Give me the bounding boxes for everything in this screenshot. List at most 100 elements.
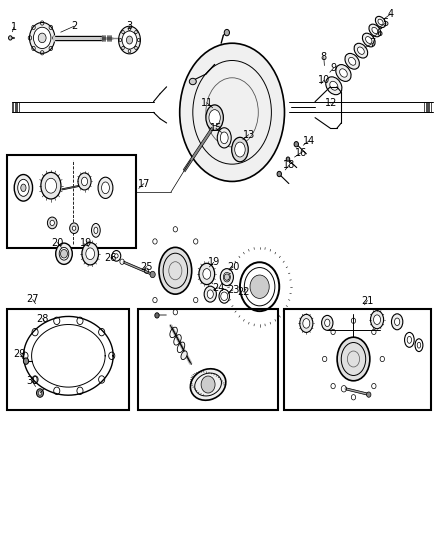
Ellipse shape	[94, 227, 98, 233]
Ellipse shape	[203, 269, 211, 279]
Circle shape	[60, 249, 67, 258]
Text: 10: 10	[318, 76, 330, 85]
Text: 16: 16	[295, 148, 307, 158]
Ellipse shape	[336, 64, 351, 82]
Bar	[285, 309, 431, 410]
Ellipse shape	[18, 179, 29, 196]
Ellipse shape	[371, 311, 384, 329]
Ellipse shape	[357, 47, 364, 54]
Ellipse shape	[209, 110, 220, 126]
Ellipse shape	[339, 69, 347, 77]
Text: 9: 9	[330, 63, 336, 73]
Circle shape	[9, 36, 12, 40]
Text: 5: 5	[383, 18, 389, 28]
Ellipse shape	[50, 220, 54, 225]
Ellipse shape	[81, 177, 88, 185]
Ellipse shape	[362, 33, 375, 47]
Circle shape	[201, 376, 215, 393]
Text: 19: 19	[80, 238, 92, 247]
Ellipse shape	[366, 37, 372, 44]
Ellipse shape	[375, 17, 386, 28]
Circle shape	[294, 142, 298, 147]
Text: 1: 1	[11, 22, 17, 33]
Ellipse shape	[300, 314, 313, 333]
Ellipse shape	[102, 182, 110, 193]
Ellipse shape	[189, 78, 196, 85]
Circle shape	[367, 392, 371, 397]
Ellipse shape	[337, 337, 370, 381]
Ellipse shape	[235, 142, 245, 157]
Text: 22: 22	[237, 287, 250, 297]
Ellipse shape	[392, 314, 403, 330]
Ellipse shape	[207, 290, 213, 298]
Text: 17: 17	[138, 179, 150, 189]
Ellipse shape	[374, 315, 381, 325]
Circle shape	[38, 391, 42, 395]
Text: 18: 18	[283, 160, 295, 171]
Ellipse shape	[378, 19, 383, 25]
Ellipse shape	[82, 243, 99, 265]
Ellipse shape	[92, 223, 100, 237]
Text: 29: 29	[14, 349, 26, 359]
Text: 20: 20	[227, 262, 239, 271]
Text: 12: 12	[325, 98, 337, 108]
Ellipse shape	[38, 33, 46, 43]
Circle shape	[224, 274, 230, 280]
Ellipse shape	[369, 24, 381, 37]
Circle shape	[250, 275, 269, 298]
Ellipse shape	[47, 217, 57, 229]
Ellipse shape	[349, 58, 356, 65]
Text: 25: 25	[140, 262, 153, 271]
Bar	[7, 309, 130, 410]
Ellipse shape	[330, 82, 338, 90]
Ellipse shape	[325, 319, 330, 327]
Ellipse shape	[86, 248, 95, 260]
Circle shape	[224, 29, 230, 36]
Ellipse shape	[21, 184, 26, 191]
Ellipse shape	[119, 26, 141, 54]
Text: 30: 30	[26, 376, 38, 386]
Ellipse shape	[220, 132, 228, 144]
Ellipse shape	[181, 351, 187, 360]
Ellipse shape	[217, 128, 231, 148]
Ellipse shape	[191, 369, 226, 400]
Ellipse shape	[232, 138, 248, 162]
Ellipse shape	[59, 247, 69, 260]
Ellipse shape	[45, 178, 57, 193]
Ellipse shape	[70, 223, 78, 233]
Circle shape	[36, 389, 43, 397]
Ellipse shape	[395, 318, 400, 326]
Ellipse shape	[41, 172, 61, 199]
Text: 26: 26	[105, 253, 117, 263]
Ellipse shape	[98, 177, 113, 198]
Ellipse shape	[372, 27, 378, 34]
Text: 13: 13	[243, 130, 255, 140]
Circle shape	[155, 313, 159, 318]
Ellipse shape	[199, 263, 215, 285]
Text: 28: 28	[36, 313, 49, 324]
Ellipse shape	[220, 269, 233, 286]
Ellipse shape	[204, 286, 216, 302]
Ellipse shape	[78, 173, 91, 190]
Ellipse shape	[56, 243, 72, 264]
Ellipse shape	[14, 174, 32, 201]
Ellipse shape	[29, 22, 55, 53]
Ellipse shape	[354, 43, 367, 58]
Text: 7: 7	[370, 38, 376, 48]
Ellipse shape	[180, 43, 285, 181]
Text: 27: 27	[26, 294, 39, 304]
Ellipse shape	[321, 316, 333, 330]
Ellipse shape	[326, 77, 342, 95]
Text: 11: 11	[201, 98, 213, 108]
Text: 23: 23	[227, 285, 239, 295]
Text: 2: 2	[71, 21, 77, 31]
Ellipse shape	[72, 226, 76, 230]
Ellipse shape	[206, 105, 223, 131]
Text: 4: 4	[388, 9, 394, 19]
Bar	[7, 155, 136, 248]
Text: 19: 19	[208, 257, 220, 267]
Ellipse shape	[127, 36, 133, 44]
Circle shape	[286, 157, 290, 161]
Text: 24: 24	[212, 283, 224, 293]
Text: 20: 20	[51, 238, 64, 247]
